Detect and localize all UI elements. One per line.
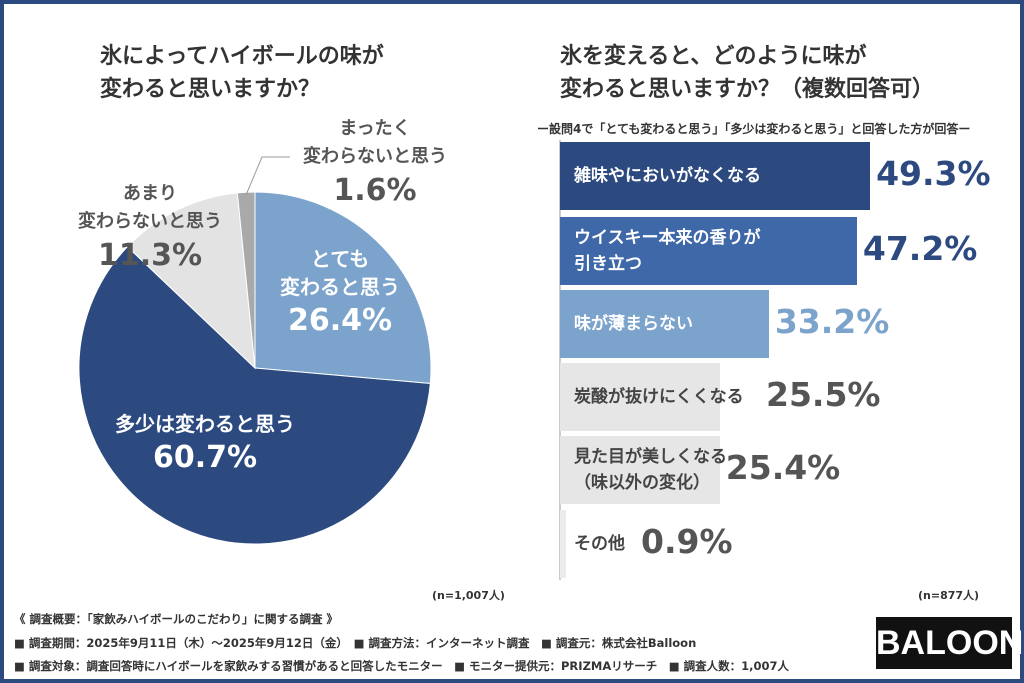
bar <box>560 436 720 504</box>
pie-value: 11.3% <box>97 238 203 273</box>
pie-label-text: あまり 変わらないと思う <box>78 183 222 232</box>
bar-value: 47.2% <box>862 229 978 268</box>
bar-value: 25.5% <box>766 375 881 414</box>
leader-line <box>245 156 290 196</box>
pie-label: とても 変わると思う 26.4% <box>250 245 430 341</box>
bar-label: その他 <box>574 534 625 554</box>
bar-title: 氷を変えると、どのように味が 変わると思いますか？（複数回答可） <box>560 44 935 102</box>
pie-title: 氷によってハイボールの味が 変わると思いますか？ <box>100 44 384 102</box>
bar <box>560 510 566 578</box>
pie-label-text: とても 変わると思う <box>280 247 400 299</box>
footer-line1: 《 調査概要：「家飲みハイボールのこだわり」に関する調査 》 <box>14 612 339 626</box>
pie-slice <box>254 191 432 385</box>
bar-label: 雑味やにおいがなくなる <box>574 166 761 186</box>
bar <box>560 217 857 285</box>
pie-slice <box>126 192 256 370</box>
bar-label: ウイスキー本来の香りが 引き立つ <box>574 228 761 274</box>
pie-value: 26.4% <box>287 303 393 338</box>
bar-n: (n=877人) <box>918 589 980 602</box>
bar-subtitle: ー設問4で「とても変わると思う」「多少は変わると思う」と回答した方が回答ー <box>537 122 971 136</box>
bar <box>560 363 721 431</box>
pie-label: あまり 変わらないと思う 11.3% <box>60 180 240 276</box>
bar-label: 味が薄まらない <box>574 314 693 334</box>
pie-value: 1.6% <box>333 173 417 208</box>
footer-line2: ■ 調査期間：2025年9月11日（木）～2025年9月12日（金） ■ 調査方… <box>14 636 697 650</box>
pie-label: まったく 変わらないと思う 1.6% <box>285 115 465 211</box>
bar-value: 0.9% <box>641 522 733 561</box>
bar <box>560 290 769 358</box>
bar-label: 炭酸が抜けにくくなる <box>574 387 744 407</box>
bar <box>560 142 871 210</box>
bar-value: 33.2% <box>774 302 890 341</box>
pie-label-text: まったく 変わらないと思う <box>303 118 447 167</box>
footer-line3: ■ 調査対象：調査回答時にハイボールを家飲みする習慣があると回答したモニター ■… <box>14 659 789 673</box>
pie-label-text: 多少は変わると思う <box>115 412 295 436</box>
pie-label: 多少は変わると思う 60.7% <box>115 410 295 478</box>
bar-label: 見た目が美しくなる （味以外の変化） <box>574 447 727 493</box>
pie-slice <box>78 246 431 545</box>
bar-value: 49.3% <box>876 154 991 193</box>
bar-value: 25.4% <box>725 448 841 487</box>
baloon-logo: BALOON <box>876 617 1023 669</box>
pie-slice <box>236 191 256 369</box>
pie-n: (n=1,007人) <box>432 589 505 602</box>
pie-value: 60.7% <box>152 440 258 475</box>
